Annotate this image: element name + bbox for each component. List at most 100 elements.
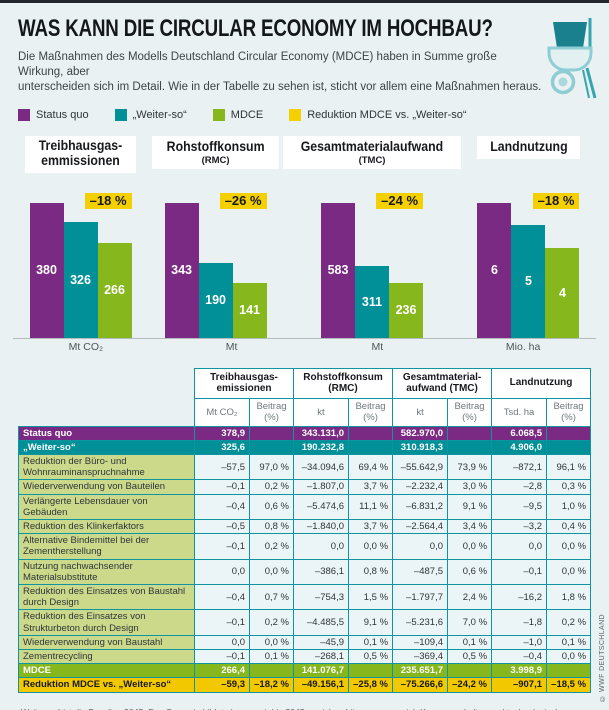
column-unit-header: Mt CO₂ <box>194 398 250 427</box>
row-label: Reduktion des Einsatzes von Baustahl dur… <box>18 583 195 611</box>
results-table: Treibhausgas- emissionen Rohstoffkonsum (… <box>18 367 592 693</box>
cell-value: –0,4 <box>194 583 250 611</box>
page-title-text: WAS KANN DIE CIRCULAR ECONOMY IM HOCHBAU… <box>18 15 493 42</box>
bar-status-quo: 6 <box>477 202 512 338</box>
axis-units-row: Mt CO₂ Mt Mt Mio. ha <box>13 339 596 353</box>
chart-title: Treibhausgas- emmissionen <box>25 135 136 174</box>
chart-title: Rohstoffkonsum (RMC) <box>151 135 280 169</box>
cell-percent: 0,0 % <box>249 634 294 650</box>
cell-value: –1,8 <box>491 609 548 636</box>
bar-weiter-so: 326 <box>63 221 98 338</box>
cell-percent: 1,8 % <box>546 583 592 611</box>
cell-value: –0,1 <box>194 648 250 665</box>
axis-unit-label: Mt <box>371 340 384 353</box>
table-row: Wiederverwendung von Bauteilen –0,1 0,2 % –… <box>18 479 592 495</box>
cell-percent: 73,9 % <box>447 453 493 481</box>
bar-status-quo: 583 <box>321 202 356 338</box>
chart-title: Landnutzung <box>476 135 581 159</box>
cell-percent: 0,8 % <box>249 518 294 535</box>
bar-weiter-so: 5 <box>511 224 546 338</box>
cell-percent: 11,1 % <box>347 493 394 520</box>
legend-swatch <box>289 108 302 121</box>
cell-percent: 0,2 % <box>546 609 592 636</box>
table-row: Wiederverwendung von Baustahl 0,0 0,0 % –45… <box>18 634 592 650</box>
chart-subtitle-text: (RMC) <box>201 154 230 166</box>
cell-value: –268,1 <box>293 648 349 665</box>
bar-value-label: 343 <box>171 263 192 278</box>
table-row: „Weiter-so“ 325,6 190.232,8 310.918,3 4.906,… <box>18 439 592 455</box>
cell-value: –5.474,6 <box>293 493 349 520</box>
cell-percent: –18,2 % <box>249 677 294 693</box>
cell-value: –0,4 <box>194 493 250 520</box>
table-row: Verlängerte Lebensdauer von Gebäuden –0,4… <box>18 493 592 520</box>
chart-group: Gesamtmaterialaufwand (TMC) –24 % 583 311 236 <box>283 135 461 338</box>
cell-value: –59,3 <box>194 677 250 693</box>
cell-value: –1.840,0 <box>293 518 349 535</box>
chart-group: Treibhausgas- emmissionen –18 % 380 326 266 <box>13 135 148 338</box>
reduction-badge: –18 % <box>84 192 132 209</box>
cell-value: –0,1 <box>194 609 250 636</box>
cell-value: –0,1 <box>194 479 250 495</box>
cell-percent <box>347 439 394 455</box>
row-label: Reduktion des Klinkerfaktors <box>18 518 195 535</box>
bar-value-label: 236 <box>395 303 417 318</box>
cell-value: 325,6 <box>194 439 250 455</box>
cell-value: 141.076,7 <box>293 663 349 679</box>
cell-percent <box>249 439 294 455</box>
axis-unit-label: Mio. ha <box>505 340 541 353</box>
cell-percent: 3,7 % <box>347 518 394 535</box>
cell-percent: 3,0 % <box>447 479 493 495</box>
cell-percent: 69,4 % <box>347 453 394 481</box>
cell-value: –34.094,6 <box>293 453 349 481</box>
cell-value: –6.831,2 <box>392 493 449 520</box>
cell-value: 582.970,0 <box>392 425 449 441</box>
cell-percent <box>249 663 294 679</box>
column-unit-header: kt <box>392 398 449 427</box>
wheelbarrow-icon <box>543 16 597 105</box>
cell-value: 3.998,9 <box>491 663 548 679</box>
cell-value: –3,2 <box>491 518 548 535</box>
cell-value: 6.068,5 <box>491 425 548 441</box>
cell-value: –1,0 <box>491 634 548 650</box>
chart-title-text: Treibhausgas- emmissionen <box>38 136 123 169</box>
cell-value: –4.485,5 <box>293 609 349 636</box>
cell-value: –872,1 <box>491 453 548 481</box>
cell-percent: 0,1 % <box>546 634 592 650</box>
table-head: Treibhausgas- emissionen Rohstoffkonsum (… <box>19 367 592 427</box>
row-label: Verlängerte Lebensdauer von Gebäuden <box>18 493 195 520</box>
legend-label: „Weiter-so“ <box>132 108 187 121</box>
bar-status-quo: 380 <box>29 202 64 338</box>
bar-cluster: –24 % 583 311 236 <box>321 192 424 338</box>
row-label: Wiederverwendung von Baustahl <box>18 634 195 650</box>
bar-weiter-so: 190 <box>198 262 233 338</box>
cell-value: –0,4 <box>491 648 548 665</box>
column-beitrag-header: Beitrag (%) <box>249 398 294 427</box>
cell-percent: 3,7 % <box>347 479 394 495</box>
cell-percent: 9,1 % <box>447 493 493 520</box>
cell-percent: 0,0 % <box>347 533 394 560</box>
cell-value: –49.156,1 <box>293 677 349 693</box>
cell-percent: 0,3 % <box>546 479 592 495</box>
cell-value: –386,1 <box>293 558 349 585</box>
table-body: Status quo 378,9 343.131,0 582.970,0 6.068,5… <box>18 425 592 693</box>
cell-value: –9,5 <box>491 493 548 520</box>
cell-percent: 0,5 % <box>447 648 493 665</box>
table-row: Alternative Bindemittel bei der Zementhe… <box>18 533 592 560</box>
cell-percent <box>347 425 394 441</box>
chart-group: Rohstoffkonsum (RMC) –26 % 343 190 141 <box>148 135 283 338</box>
bar-value-label: 5 <box>524 274 532 289</box>
column-beitrag-header: Beitrag (%) <box>447 398 493 427</box>
cell-value: –2.232,4 <box>392 479 449 495</box>
cell-percent: 3,4 % <box>447 518 493 535</box>
axis-unit-label: Mt CO₂ <box>68 340 104 353</box>
table-row: Nutzung nachwachsender Materialsubstitut… <box>18 558 592 585</box>
row-label: Reduktion MDCE vs. „Weiter-so“ <box>18 677 195 693</box>
column-beitrag-header: Beitrag (%) <box>546 398 592 427</box>
table-row: Reduktion des Einsatzes von Strukturbeto… <box>18 609 592 636</box>
cell-percent: 2,4 % <box>447 583 493 611</box>
cell-percent: 9,1 % <box>347 609 394 636</box>
bar-cluster: –26 % 343 190 141 <box>164 192 267 338</box>
cell-percent: 0,4 % <box>546 518 592 535</box>
cell-value: –0,5 <box>194 518 250 535</box>
cell-value: 378,9 <box>194 425 250 441</box>
